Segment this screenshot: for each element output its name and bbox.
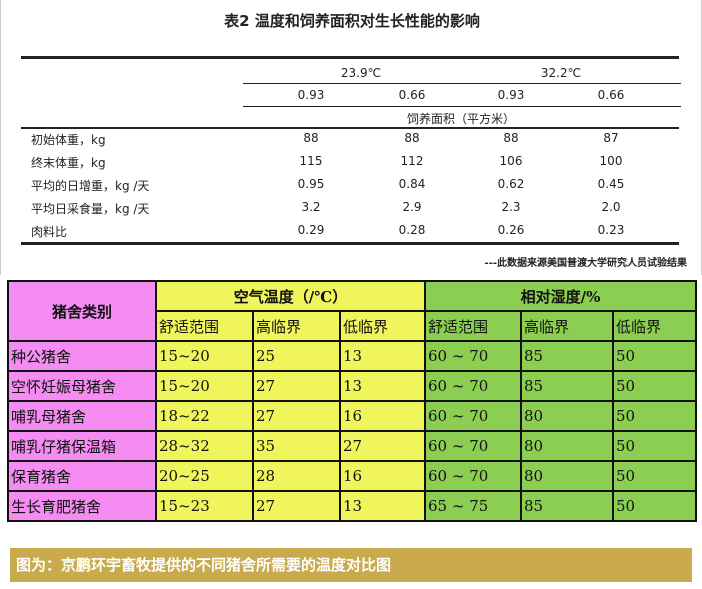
source-note: ---此数据来源美国普渡大学研究人员试验结果: [484, 258, 687, 269]
row-value: 0.26: [497, 223, 525, 237]
row-value: 0.45: [597, 177, 625, 191]
cell-value: 35: [252, 430, 341, 462]
temp-header: 23.9℃: [340, 66, 382, 80]
row-value: 106: [499, 154, 523, 168]
cell-value: 60 ~ 70: [424, 430, 522, 462]
row-value: 0.23: [597, 223, 625, 237]
pig-house-type: 空怀妊娠母猪舍: [7, 370, 157, 402]
row-label: 初始体重，kg: [31, 133, 106, 147]
area-header: 0.93: [297, 88, 325, 102]
cell-value: 13: [339, 370, 426, 402]
cell-value: 85: [520, 490, 614, 522]
cell-value: 50: [612, 370, 697, 402]
subheader: 舒适范围: [424, 310, 522, 342]
subheader: 低临界: [612, 310, 697, 342]
caption-bar: 图为：京鹏环宇畜牧提供的不同猪舍所需要的温度对比图: [10, 548, 692, 582]
row-value: 0.95: [297, 177, 325, 191]
row-value: 88: [404, 131, 420, 145]
row-value: 115: [299, 154, 323, 168]
cell-value: 60 ~ 70: [424, 400, 522, 432]
bottom-rule: [21, 242, 679, 245]
humidity-group-header: 相对湿度/%: [424, 280, 697, 312]
row-label: 终末体重，kg: [31, 156, 106, 170]
subheader: 高临界: [252, 310, 341, 342]
area-header: 0.66: [398, 88, 426, 102]
row-label: 肉料比: [31, 225, 68, 239]
area-header: 0.66: [597, 88, 625, 102]
pig-house-type: 种公猪舍: [7, 340, 157, 372]
growth-performance-table: 表2 温度和饲养面积对生长性能的影响 23.9℃ 32.2℃ 0.93 0.66…: [0, 0, 702, 275]
cell-value: 27: [252, 400, 341, 432]
row-value: 0.84: [398, 177, 426, 191]
pig-house-type: 哺乳仔猪保温箱: [7, 430, 157, 462]
cell-value: 15~20: [155, 340, 254, 372]
cell-value: 16: [339, 400, 426, 432]
pig-house-type: 生长育肥猪舍: [7, 490, 157, 522]
cell-value: 50: [612, 490, 697, 522]
cell-value: 20~25: [155, 460, 254, 492]
table-row: 种公猪舍 15~20 25 13 60 ~ 70 85 50: [7, 340, 697, 372]
cell-value: 60 ~ 70: [424, 340, 522, 372]
row-label: 平均日采食量，kg /天: [31, 202, 150, 216]
table-title: 表2 温度和饲养面积对生长性能的影响: [224, 12, 480, 30]
table-row: 哺乳仔猪保温箱 28~32 35 27 60 ~ 70 80 50: [7, 430, 697, 462]
cell-value: 15~23: [155, 490, 254, 522]
divider: [243, 83, 681, 84]
subheader: 低临界: [339, 310, 426, 342]
row-value: 0.62: [497, 177, 525, 191]
temp-header: 32.2℃: [540, 66, 582, 80]
cell-value: 50: [612, 400, 697, 432]
cell-value: 50: [612, 460, 697, 492]
row-value: 2.3: [501, 200, 521, 214]
cell-value: 16: [339, 460, 426, 492]
cell-value: 80: [520, 400, 614, 432]
row-value: 88: [303, 131, 319, 145]
pig-house-type: 哺乳母猪舍: [7, 400, 157, 432]
row-value: 3.2: [301, 200, 321, 214]
cell-value: 65 ~ 75: [424, 490, 522, 522]
cell-value: 85: [520, 340, 614, 372]
table-row: 哺乳母猪舍 18~22 27 16 60 ~ 70 80 50: [7, 400, 697, 432]
cell-value: 27: [252, 370, 341, 402]
cell-value: 28: [252, 460, 341, 492]
pig-house-type: 保育猪舍: [7, 460, 157, 492]
cell-value: 85: [520, 370, 614, 402]
cell-value: 27: [339, 430, 426, 462]
top-rule: [21, 56, 679, 59]
row-value: 100: [599, 154, 623, 168]
corner-header: 猪舍类别: [7, 280, 157, 342]
cell-value: 80: [520, 460, 614, 492]
area-label: 饲养面积（平方米）: [406, 112, 516, 126]
cell-value: 13: [339, 340, 426, 372]
table-row: 空怀妊娠母猪舍 15~20 27 13 60 ~ 70 85 50: [7, 370, 697, 402]
header-rule: [21, 127, 679, 129]
row-value: 88: [503, 131, 519, 145]
cell-value: 60 ~ 70: [424, 460, 522, 492]
cell-value: 50: [612, 340, 697, 372]
cell-value: 25: [252, 340, 341, 372]
cell-value: 27: [252, 490, 341, 522]
row-value: 0.29: [297, 223, 325, 237]
cell-value: 50: [612, 430, 697, 462]
cell-value: 13: [339, 490, 426, 522]
divider: [243, 106, 681, 107]
row-label: 平均的日增重，kg /天: [31, 179, 150, 193]
temp-group-header: 空气温度（/℃）: [155, 280, 426, 312]
subheader: 舒适范围: [155, 310, 254, 342]
cell-value: 60 ~ 70: [424, 370, 522, 402]
row-value: 2.9: [402, 200, 422, 214]
cell-value: 80: [520, 430, 614, 462]
row-value: 2.0: [601, 200, 621, 214]
area-header: 0.93: [497, 88, 525, 102]
row-value: 87: [603, 131, 619, 145]
row-value: 0.28: [398, 223, 426, 237]
subheader: 高临界: [520, 310, 614, 342]
cell-value: 15~20: [155, 370, 254, 402]
cell-value: 28~32: [155, 430, 254, 462]
table-row: 生长育肥猪舍 15~23 27 13 65 ~ 75 85 50: [7, 490, 697, 522]
pig-house-climate-table: 猪舍类别 空气温度（/℃） 相对湿度/% 舒适范围 高临界 低临界 舒适范围 高…: [7, 280, 697, 522]
cell-value: 18~22: [155, 400, 254, 432]
row-value: 112: [400, 154, 424, 168]
table-row: 保育猪舍 20~25 28 16 60 ~ 70 80 50: [7, 460, 697, 492]
